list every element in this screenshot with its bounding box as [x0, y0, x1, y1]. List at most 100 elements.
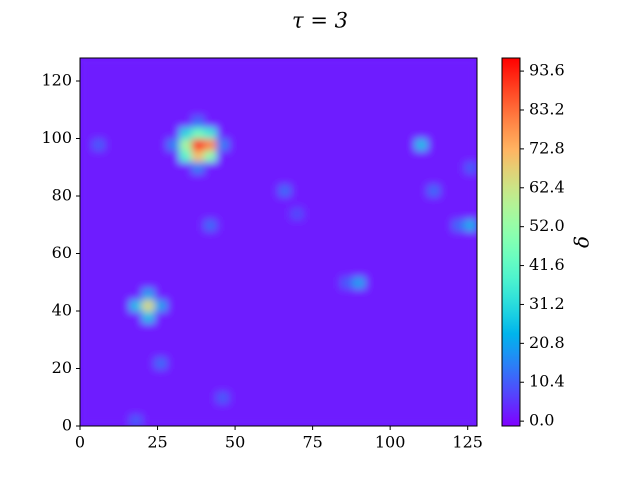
heatmap-cell: [290, 104, 304, 117]
heatmap-cell: [129, 230, 143, 243]
heatmap-cell: [439, 334, 453, 347]
heatmap-cell: [464, 184, 477, 197]
heatmap-cell: [427, 391, 441, 404]
heatmap-cell: [278, 138, 292, 151]
heatmap-cell: [303, 173, 317, 186]
heatmap-cell: [402, 92, 416, 105]
heatmap-cell: [92, 265, 106, 278]
heatmap-cell: [452, 311, 466, 324]
heatmap-cell: [80, 391, 94, 404]
heatmap-cell: [402, 138, 416, 151]
heatmap-cell: [439, 230, 453, 243]
heatmap-cell: [427, 368, 441, 381]
heatmap-cell: [266, 299, 280, 312]
heatmap-cell: [328, 311, 342, 324]
heatmap-cell: [228, 242, 242, 255]
heatmap-cell: [228, 403, 242, 416]
heatmap-cell: [278, 219, 292, 232]
heatmap-cell: [377, 276, 391, 289]
heatmap-cell: [365, 104, 379, 117]
heatmap-cell: [266, 357, 280, 370]
heatmap-cell: [365, 81, 379, 94]
heatmap-cell: [216, 150, 230, 163]
heatmap-cell: [216, 414, 230, 426]
heatmap-cell: [452, 322, 466, 335]
heatmap-cell: [191, 69, 205, 82]
x-tick-label: 25: [147, 433, 167, 452]
heatmap-cell: [303, 150, 317, 163]
heatmap-cell: [278, 184, 292, 197]
heatmap-cell: [427, 253, 441, 266]
heatmap-cell: [166, 322, 180, 335]
heatmap-cell: [117, 253, 131, 266]
heatmap-cell: [241, 311, 255, 324]
heatmap-cell: [352, 299, 366, 312]
heatmap-cell: [414, 173, 428, 186]
heatmap-cell: [414, 81, 428, 94]
heatmap-cell: [80, 368, 94, 381]
heatmap-cell: [266, 391, 280, 404]
heatmap-cell: [352, 104, 366, 117]
heatmap-cell: [365, 368, 379, 381]
heatmap-cell: [278, 357, 292, 370]
heatmap-cell: [427, 288, 441, 301]
heatmap-cell: [315, 184, 329, 197]
heatmap-cell: [241, 69, 255, 82]
heatmap-cell: [452, 115, 466, 128]
y-tick-label: 20: [52, 358, 72, 377]
heatmap-cell: [278, 311, 292, 324]
heatmap-cell: [92, 288, 106, 301]
heatmap-cell: [154, 265, 168, 278]
heatmap-cell: [402, 207, 416, 220]
heatmap-cell: [92, 391, 106, 404]
heatmap-cell: [390, 92, 404, 105]
heatmap-cell: [80, 104, 94, 117]
heatmap-cell: [129, 414, 143, 426]
heatmap-cell: [129, 207, 143, 220]
heatmap-cell: [92, 196, 106, 209]
heatmap-cell: [464, 253, 477, 266]
heatmap-cell: [377, 311, 391, 324]
heatmap-cell: [377, 403, 391, 416]
heatmap-cell: [303, 253, 317, 266]
heatmap-cell: [278, 334, 292, 347]
heatmap-cell: [352, 58, 366, 71]
heatmap-cell: [303, 219, 317, 232]
heatmap-cell: [228, 161, 242, 174]
heatmap-cell: [464, 150, 477, 163]
heatmap-cell: [340, 138, 354, 151]
heatmap-cell: [439, 288, 453, 301]
heatmap-cell: [253, 184, 267, 197]
heatmap-cell: [377, 368, 391, 381]
heatmap-cell: [191, 184, 205, 197]
heatmap-cell: [241, 92, 255, 105]
heatmap-cell: [452, 391, 466, 404]
heatmap-cell: [278, 299, 292, 312]
heatmap-cell: [315, 207, 329, 220]
heatmap-cell: [278, 92, 292, 105]
heatmap-cell: [129, 345, 143, 358]
heatmap-cell: [290, 219, 304, 232]
heatmap-cell: [179, 115, 193, 128]
heatmap-cell: [166, 127, 180, 140]
heatmap-cell: [117, 322, 131, 335]
heatmap-cell: [414, 253, 428, 266]
heatmap-cell: [290, 207, 304, 220]
heatmap-cell: [290, 403, 304, 416]
heatmap-cell: [253, 368, 267, 381]
heatmap-cell: [377, 299, 391, 312]
heatmap-cell: [166, 196, 180, 209]
heatmap-cell: [166, 138, 180, 151]
heatmap-cell: [464, 207, 477, 220]
heatmap-cell: [377, 391, 391, 404]
heatmap-cell: [390, 403, 404, 416]
heatmap-cell: [129, 380, 143, 393]
heatmap-cell: [402, 184, 416, 197]
heatmap-cell: [154, 173, 168, 186]
heatmap-cell: [340, 288, 354, 301]
heatmap-cell: [204, 334, 218, 347]
heatmap-cell: [328, 127, 342, 140]
heatmap-cell: [427, 345, 441, 358]
heatmap-cell: [191, 230, 205, 243]
heatmap-cell: [204, 357, 218, 370]
